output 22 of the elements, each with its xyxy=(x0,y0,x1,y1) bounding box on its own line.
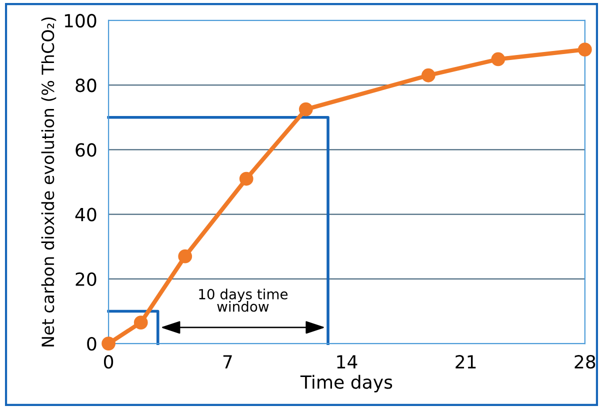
point xyxy=(421,68,436,82)
x-axis-title: Time days xyxy=(300,374,392,392)
x-tick-label: 0 xyxy=(104,354,114,369)
point xyxy=(578,42,592,56)
point xyxy=(239,172,254,186)
y-tick-label: 80 xyxy=(76,78,96,92)
y-tick-label: 0 xyxy=(87,337,96,351)
point xyxy=(178,249,192,264)
annotation: 10 days time window xyxy=(199,288,288,312)
y-axis-title: Net carbon dioxide evolution (% ThCO₂) xyxy=(41,17,56,346)
x-tick-label: 28 xyxy=(574,354,596,369)
x-tick-label: 7 xyxy=(223,355,232,368)
y-tick-label: 100 xyxy=(64,14,96,28)
y-tick-label: 60 xyxy=(76,143,96,157)
point xyxy=(102,336,116,351)
point xyxy=(134,316,148,330)
y-tick-label: 40 xyxy=(75,208,96,222)
y-tick-label: 20 xyxy=(76,272,96,286)
x-tick-label: 14 xyxy=(337,355,358,368)
point xyxy=(491,52,506,66)
point xyxy=(298,102,313,116)
x-tick-label: 21 xyxy=(456,354,476,368)
